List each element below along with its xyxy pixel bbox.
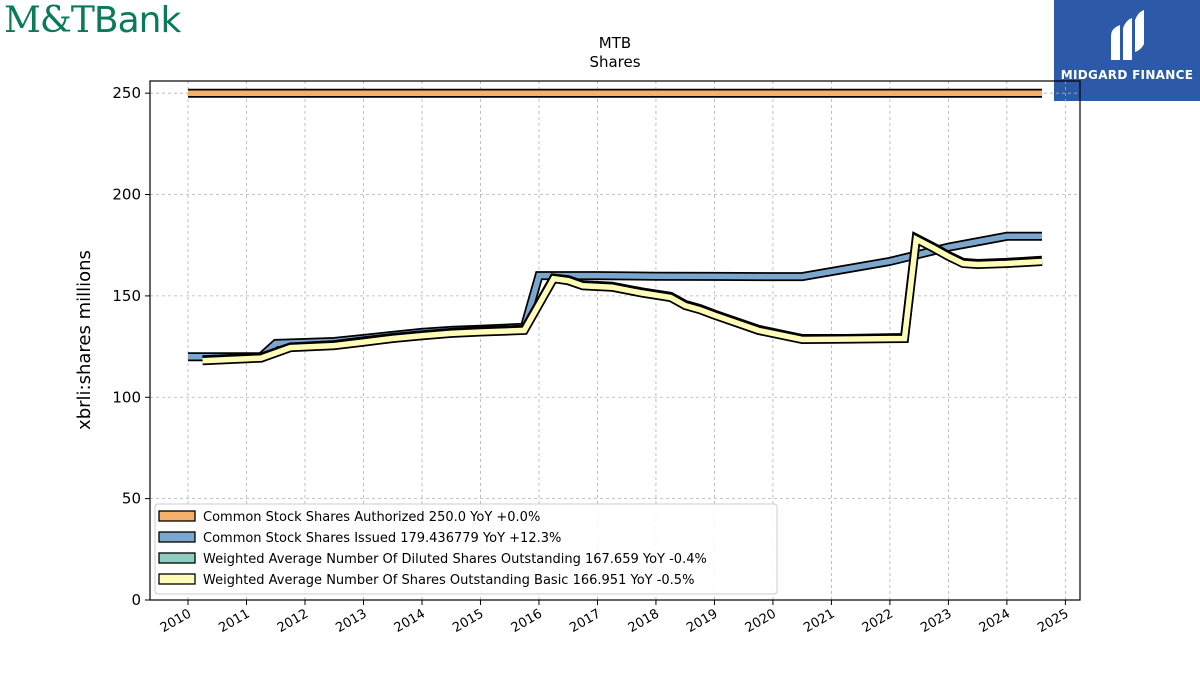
- x-tick-label: 2022: [860, 606, 896, 636]
- plot-area: [188, 88, 1043, 366]
- x-tick-label: 2023: [918, 606, 954, 636]
- legend-frame: [154, 503, 778, 595]
- x-tick-label: 2013: [333, 606, 369, 636]
- x-tick-label: 2020: [743, 606, 779, 636]
- x-tick-label: 2014: [392, 606, 428, 636]
- series-line-3: [202, 234, 1043, 364]
- chart-title: MTB: [599, 34, 631, 52]
- x-tick-label: 2017: [567, 606, 603, 636]
- y-tick-label: 50: [122, 490, 141, 508]
- y-tick-label: 150: [112, 287, 141, 305]
- legend-label: Common Stock Shares Authorized 250.0 YoY…: [203, 510, 540, 525]
- brand-name-part2: Bank: [93, 0, 181, 41]
- legend-swatch: [158, 510, 196, 522]
- plot-frame: [149, 80, 1081, 601]
- x-tick-label: 2016: [509, 606, 545, 636]
- x-tick-label: 2010: [158, 606, 194, 636]
- y-tick-label: 200: [112, 186, 141, 204]
- x-tick-label: 2011: [216, 606, 252, 636]
- y-tick-label: 250: [112, 84, 141, 102]
- x-tick-label: 2015: [450, 606, 486, 636]
- legend-swatch: [158, 531, 196, 543]
- legend-label: Weighted Average Number Of Diluted Share…: [203, 552, 707, 567]
- y-tick-label: 0: [131, 591, 141, 609]
- x-tick-label: 2021: [801, 606, 837, 636]
- y-axis-label: xbrli:shares millions: [74, 250, 95, 430]
- x-tick-label: 2012: [275, 606, 311, 636]
- x-tick-label: 2019: [684, 606, 720, 636]
- legend-label: Weighted Average Number Of Shares Outsta…: [203, 573, 694, 588]
- midgard-finance-label: MIDGARD FINANCE: [1060, 68, 1194, 82]
- legend-swatch: [158, 552, 196, 564]
- legend: Common Stock Shares Authorized 250.0 YoY…: [154, 503, 778, 595]
- midgard-finance-badge: MIDGARD FINANCE: [1054, 0, 1200, 101]
- x-tick-label: 2024: [977, 606, 1013, 636]
- legend-swatch: [158, 573, 196, 585]
- x-tick-label: 2025: [1035, 606, 1071, 636]
- x-axis-ticks: 2010 2011 2012 2013 2014 2015 2016 2017 2018 2019…: [158, 600, 1071, 636]
- legend-label: Common Stock Shares Issued 179.436779 Yo…: [203, 531, 561, 546]
- mt-bank-logo: M&TBank: [4, 0, 181, 41]
- chart-subtitle: Shares: [589, 53, 640, 71]
- brand-name-part1: M&T: [4, 0, 95, 41]
- y-axis-ticks: 0 50 100 150 200 250: [112, 84, 150, 609]
- x-tick-label: 2018: [626, 606, 662, 636]
- y-tick-label: 100: [112, 388, 141, 406]
- midgard-finance-logo-icon: [1111, 10, 1144, 60]
